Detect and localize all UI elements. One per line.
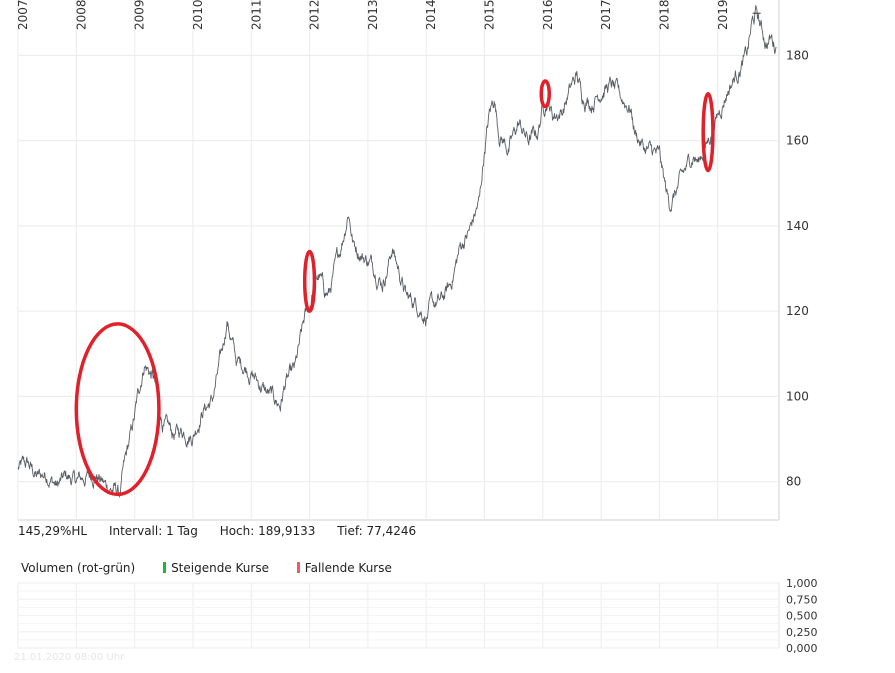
annotation-ellipse <box>701 92 715 173</box>
volume-legend: Volumen (rot-grün) Steigende Kurse Falle… <box>21 561 392 575</box>
y-tick-label: 140 <box>786 219 809 233</box>
interval-label: Intervall: 1 Tag <box>108 524 198 538</box>
x-tick-label: 2011 <box>249 0 263 30</box>
x-tick-label: 2015 <box>483 0 497 30</box>
timestamp-label: 21.01.2020 08:00 Uhr <box>14 652 125 663</box>
y-tick-label: 80 <box>786 475 801 489</box>
volume-y-tick-label: 0,250 <box>786 626 818 639</box>
x-tick-label: 2007 <box>16 0 30 30</box>
volume-title: Volumen (rot-grün) <box>21 561 136 575</box>
legend-falling: Fallende Kurse <box>304 561 392 575</box>
rising-swatch <box>163 562 167 573</box>
annotation-ellipse <box>74 322 161 497</box>
low-label: Tief: 77,4246 <box>337 524 417 538</box>
x-tick-label: 2018 <box>657 0 671 30</box>
x-tick-label: 2008 <box>74 0 88 30</box>
y-tick-label: 180 <box>786 48 809 62</box>
percent-hl-label: 145,29%HL <box>18 524 88 538</box>
x-tick-label: 2009 <box>133 0 147 30</box>
volume-y-tick-label: 0,500 <box>786 610 818 623</box>
legend-rising: Steigende Kurse <box>171 561 269 575</box>
chart-info-row: 145,29%HL Intervall: 1 Tag Hoch: 189,913… <box>18 524 434 538</box>
y-tick-label: 100 <box>786 389 809 403</box>
y-tick-label: 120 <box>786 304 809 318</box>
high-label: Hoch: 189,9133 <box>219 524 316 538</box>
x-tick-label: 2016 <box>541 0 555 30</box>
x-tick-label: 2013 <box>366 0 380 30</box>
annotation-ellipse <box>539 79 552 109</box>
volume-y-tick-label: 1,000 <box>786 577 818 590</box>
x-tick-label: 2019 <box>716 0 730 30</box>
volume-y-tick-label: 0,750 <box>786 593 818 606</box>
annotation-ellipse <box>302 249 317 313</box>
x-tick-label: 2017 <box>599 0 613 30</box>
x-tick-label: 2014 <box>424 0 438 30</box>
volume-y-tick-label: 0,000 <box>786 642 818 655</box>
y-tick-label: 160 <box>786 134 809 148</box>
price-series-line <box>17 5 777 498</box>
x-tick-label: 2012 <box>308 0 322 30</box>
x-tick-label: 2010 <box>191 0 205 30</box>
plot-area <box>18 0 779 520</box>
falling-swatch <box>296 562 300 573</box>
